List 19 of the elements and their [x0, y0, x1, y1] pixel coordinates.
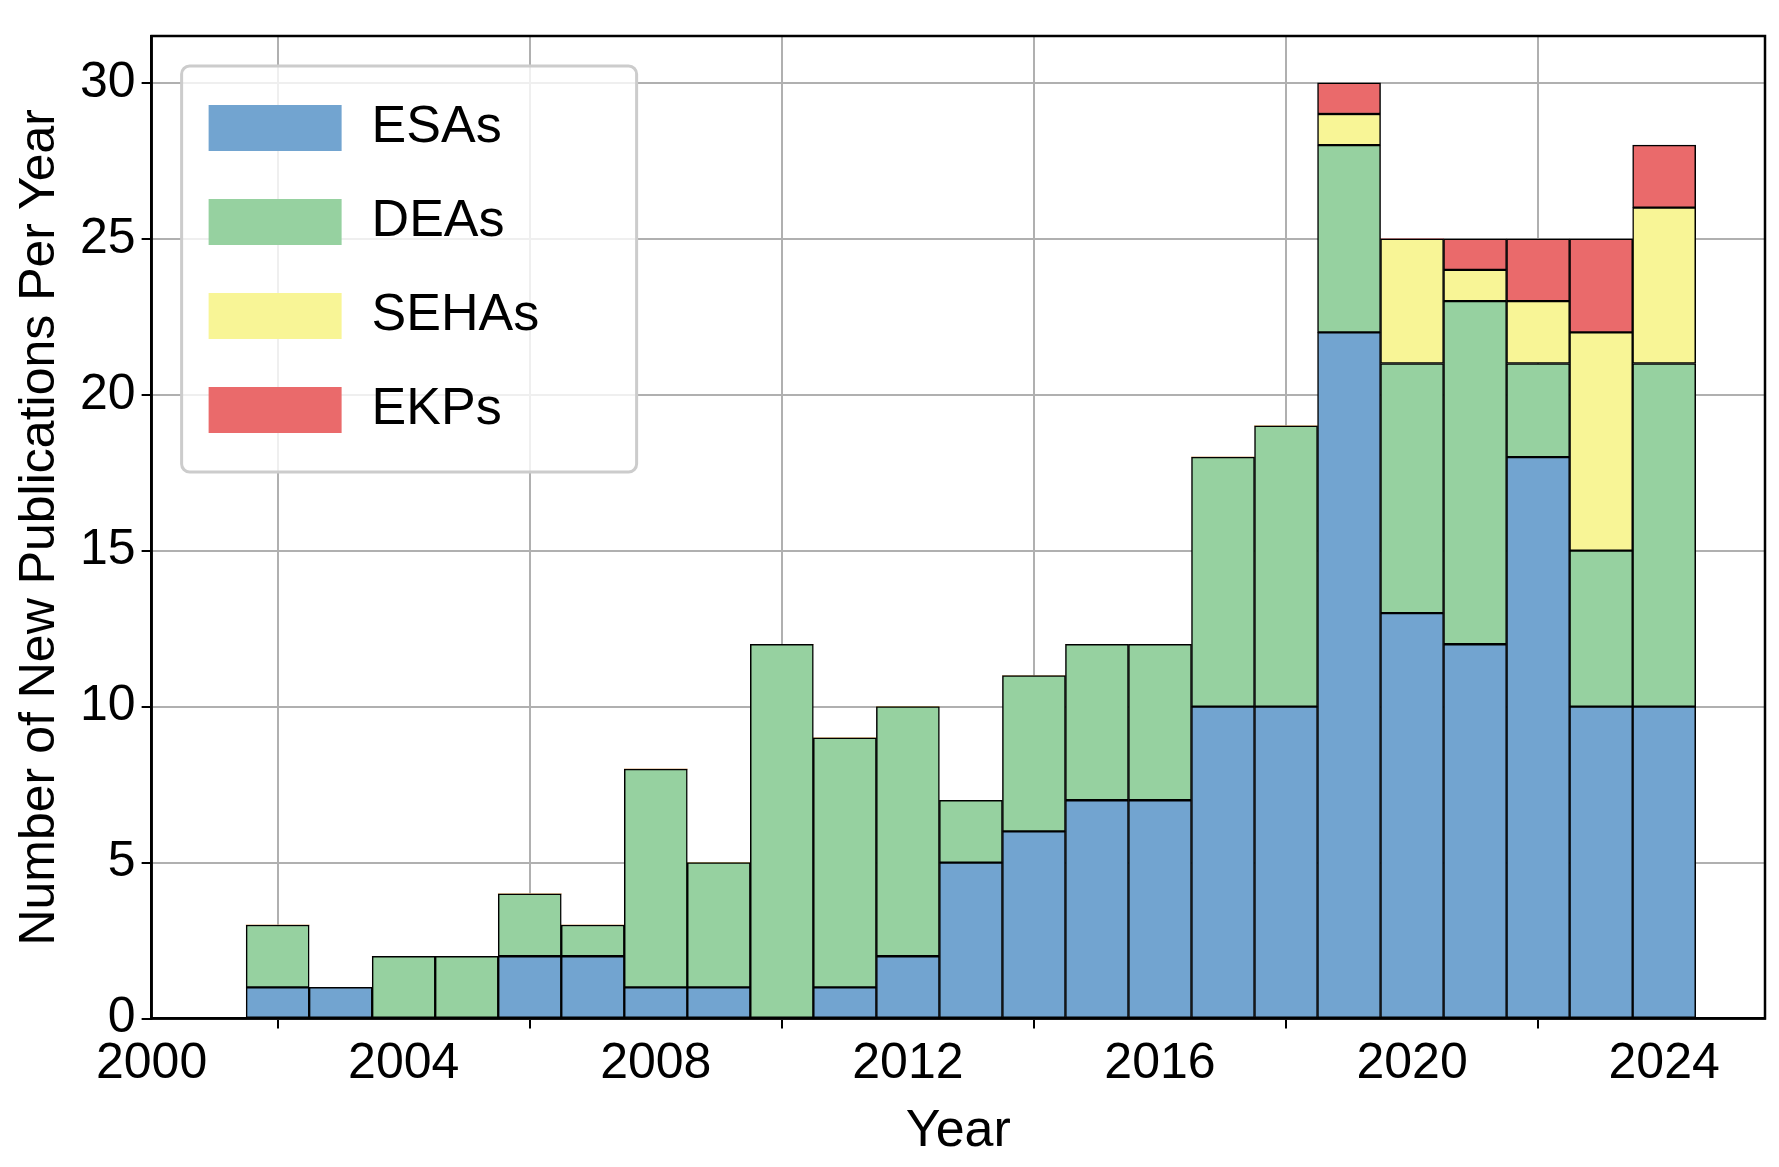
y-tick-label: 25: [79, 207, 136, 264]
y-tick-label: 30: [79, 51, 136, 108]
x-tick-label: 2012: [852, 1033, 964, 1090]
y-axis-title: Number of New Publications Per Year: [8, 109, 65, 946]
x-axis-title: Year: [905, 1099, 1011, 1158]
legend-label: DEAs: [371, 189, 505, 248]
y-tick-label: 5: [107, 831, 136, 888]
x-tick-label: 2020: [1356, 1033, 1468, 1090]
x-tick-label: 2016: [1104, 1033, 1216, 1090]
x-tick-label: 2000: [96, 1033, 208, 1090]
x-tick-label: 2004: [348, 1033, 460, 1090]
legend-label: ESAs: [371, 95, 502, 154]
y-tick-label: 15: [79, 519, 136, 576]
legend-label: EKPs: [371, 377, 502, 436]
y-tick-label: 20: [79, 363, 136, 420]
legend-label: SEHAs: [371, 283, 540, 342]
x-tick-label: 2008: [600, 1033, 712, 1090]
x-tick-label: 2024: [1608, 1033, 1720, 1090]
y-tick-label: 10: [79, 675, 136, 732]
